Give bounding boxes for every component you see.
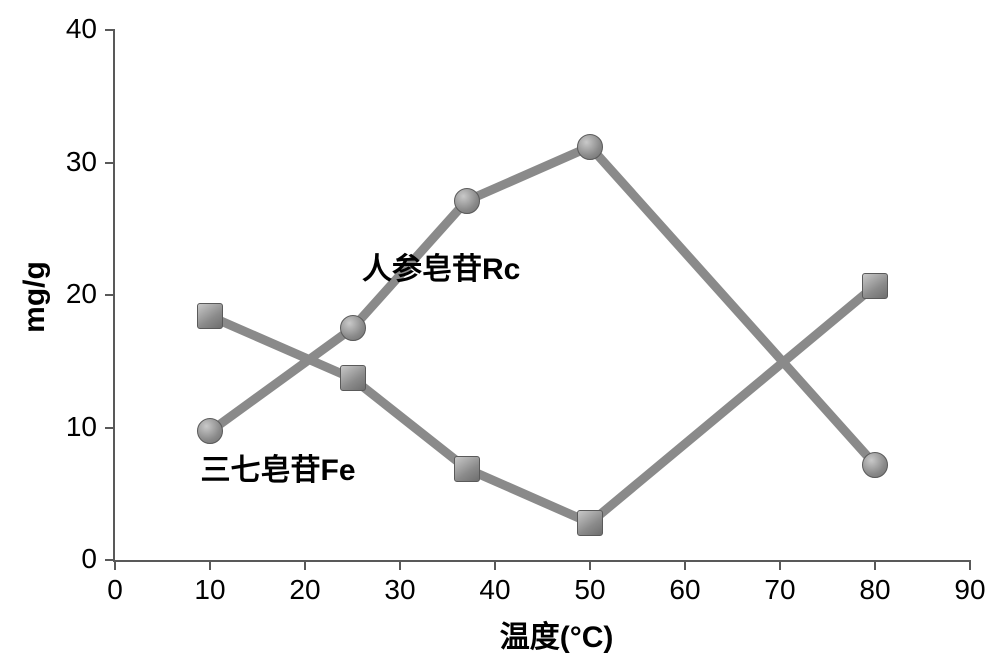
y-tick xyxy=(105,294,115,296)
marker-fe xyxy=(197,303,223,329)
y-tick xyxy=(105,559,115,561)
x-axis-title: 温度(°C) xyxy=(500,612,614,656)
series-label-fe: 三七皂苷Fe xyxy=(201,445,356,489)
marker-rc xyxy=(340,315,366,341)
marker-rc xyxy=(197,418,223,444)
marker-rc xyxy=(862,452,888,478)
y-tick-label: 10 xyxy=(37,411,97,443)
x-tick-label: 30 xyxy=(370,574,430,606)
x-tick xyxy=(589,560,591,570)
y-tick-label: 0 xyxy=(37,543,97,575)
x-tick-label: 0 xyxy=(85,574,145,606)
marker-fe xyxy=(862,273,888,299)
x-axis-line xyxy=(115,560,970,562)
marker-fe xyxy=(577,510,603,536)
marker-rc xyxy=(577,134,603,160)
x-tick-label: 70 xyxy=(750,574,810,606)
series-label-rc: 人参皂苷Rc xyxy=(362,244,520,288)
x-tick xyxy=(779,560,781,570)
x-tick-label: 60 xyxy=(655,574,715,606)
marker-fe xyxy=(454,456,480,482)
x-tick-label: 20 xyxy=(275,574,335,606)
y-tick-label: 40 xyxy=(37,13,97,45)
y-tick-label: 30 xyxy=(37,146,97,178)
x-tick-label: 10 xyxy=(180,574,240,606)
x-tick xyxy=(874,560,876,570)
marker-rc xyxy=(454,188,480,214)
chart-container: 0102030405060708090 010203040 人参皂苷Rc三七皂苷… xyxy=(0,0,1000,660)
marker-fe xyxy=(340,365,366,391)
x-tick xyxy=(494,560,496,570)
series-line-rc xyxy=(210,147,875,465)
x-tick-label: 80 xyxy=(845,574,905,606)
x-tick-label: 40 xyxy=(465,574,525,606)
y-tick xyxy=(105,29,115,31)
x-tick xyxy=(399,560,401,570)
x-tick-label: 50 xyxy=(560,574,620,606)
y-tick xyxy=(105,162,115,164)
x-tick xyxy=(969,560,971,570)
x-tick xyxy=(114,560,116,570)
y-axis-line xyxy=(113,30,115,562)
y-tick xyxy=(105,427,115,429)
x-tick xyxy=(684,560,686,570)
x-tick xyxy=(304,560,306,570)
y-axis-title: mg/g xyxy=(18,257,52,337)
x-tick xyxy=(209,560,211,570)
x-tick-label: 90 xyxy=(940,574,1000,606)
